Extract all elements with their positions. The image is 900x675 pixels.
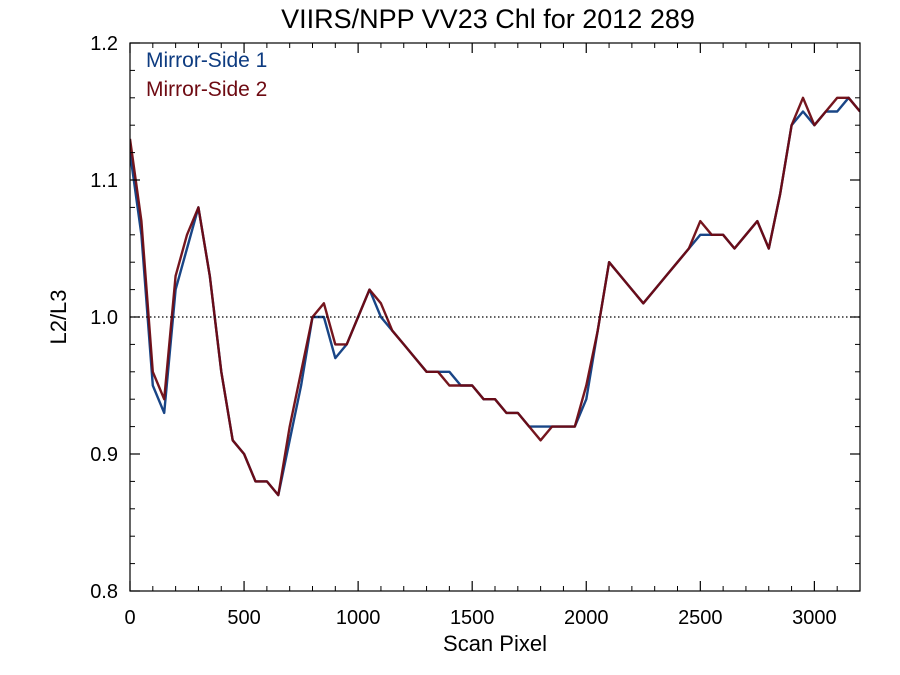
x-tick-label: 500 (227, 607, 260, 629)
x-tick-label: 0 (124, 607, 135, 629)
x-tick-label: 2000 (564, 607, 609, 629)
y-tick-label: 1.1 (90, 170, 118, 192)
series-layer (130, 96, 860, 497)
x-tick-label: 3000 (792, 607, 837, 629)
y-tick-label: 1.0 (90, 307, 118, 329)
y-tick-label: 0.9 (90, 444, 118, 466)
y-tick-label: 1.2 (90, 33, 118, 55)
x-tick-label: 2500 (678, 607, 723, 629)
legend: Mirror-Side 1 Mirror-Side 2 (146, 49, 267, 101)
series-line-2 (130, 96, 860, 497)
y-axis-title: L2/L3 (46, 289, 71, 344)
x-tick-label: 1500 (450, 607, 495, 629)
x-tick-label: 1000 (336, 607, 381, 629)
chart-title: VIIRS/NPP VV23 Chl for 2012 289 (281, 4, 695, 34)
legend-entry-1: Mirror-Side 1 (146, 49, 267, 72)
legend-entry-2: Mirror-Side 2 (146, 78, 267, 101)
x-axis-title: Scan Pixel (443, 631, 547, 656)
axis-ticks: 0 500 1000 1500 2000 2500 3000 0.8 0.9 1.0 1.1 1.2 (90, 33, 860, 629)
series-line-1 (130, 96, 860, 497)
y-tick-label: 0.8 (90, 581, 118, 603)
